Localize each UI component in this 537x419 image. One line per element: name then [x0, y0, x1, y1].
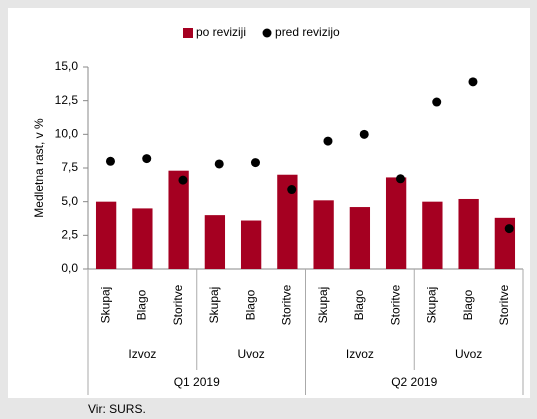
y-tick-label: 0,0 — [61, 261, 78, 275]
x-tick-label: Skupaj — [425, 287, 439, 324]
x-tick-label: Skupaj — [316, 287, 330, 324]
dot — [142, 154, 152, 164]
dot — [504, 224, 514, 234]
group-label: Uvoz — [237, 347, 264, 361]
period-label: Q2 2019 — [391, 375, 437, 389]
y-tick-label: 7,5 — [61, 160, 78, 174]
bar — [385, 177, 407, 269]
x-tick-label: Blago — [461, 289, 475, 320]
source: Vir: SURS. — [88, 402, 146, 416]
dot — [287, 185, 297, 195]
x-tick-label: Storitve — [497, 284, 511, 325]
bar — [132, 208, 153, 269]
dot — [105, 156, 115, 166]
x-tick-label: Skupaj — [207, 287, 221, 324]
bar — [95, 201, 117, 269]
dot — [214, 159, 224, 169]
bar — [422, 201, 443, 269]
dot — [359, 129, 369, 139]
bar — [313, 200, 334, 269]
chart-panel — [8, 8, 530, 398]
dot — [468, 77, 478, 87]
x-tick-label: Storitve — [280, 284, 294, 325]
group-label: Uvoz — [455, 347, 482, 361]
bar — [168, 170, 189, 269]
x-tick-label: Storitve — [388, 284, 402, 325]
bar — [204, 215, 226, 269]
dot — [395, 174, 405, 184]
group-label: Izvoz — [346, 347, 374, 361]
dot — [178, 175, 188, 185]
y-tick-label: 12,5 — [55, 93, 79, 107]
legend-swatch — [183, 28, 193, 38]
bar — [277, 174, 298, 269]
x-tick-label: Blago — [243, 289, 257, 320]
bar — [458, 198, 479, 269]
x-tick-label: Storitve — [171, 284, 185, 325]
y-tick-label: 2,5 — [61, 228, 78, 242]
x-tick-label: Blago — [135, 289, 149, 320]
x-tick-label: Blago — [352, 289, 366, 320]
y-tick-label: 5,0 — [61, 194, 78, 208]
period-label: Q1 2019 — [174, 375, 220, 389]
legend-swatch — [262, 28, 272, 38]
x-tick-label: Skupaj — [98, 287, 112, 324]
legend-label: po reviziji — [196, 25, 246, 39]
dot — [323, 136, 333, 146]
y-tick-label: 15,0 — [55, 59, 79, 73]
bar — [240, 220, 262, 269]
dot — [432, 97, 442, 107]
y-tick-label: 10,0 — [55, 127, 79, 141]
legend-label: pred revizijo — [275, 25, 340, 39]
bar — [349, 207, 371, 269]
y-axis-label: Medletna rast, v % — [32, 118, 46, 218]
group-label: Izvoz — [128, 347, 156, 361]
dot — [250, 158, 260, 168]
